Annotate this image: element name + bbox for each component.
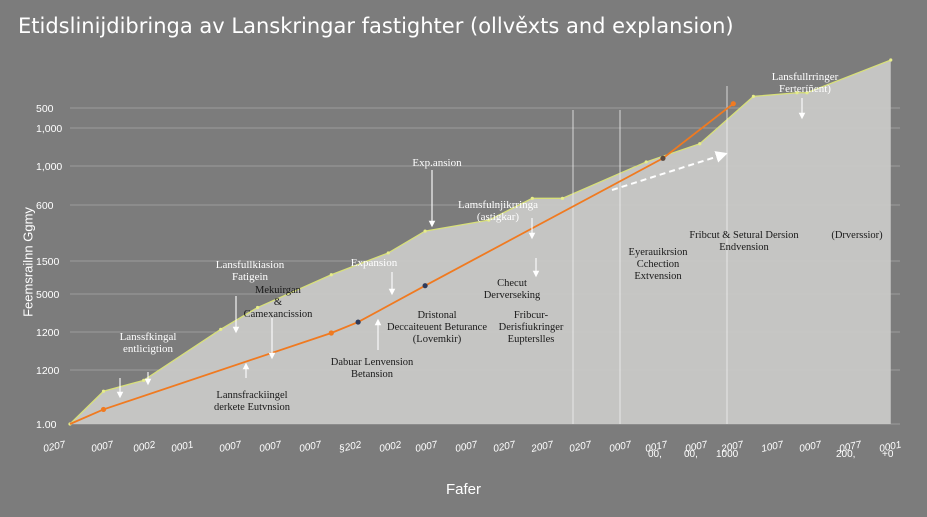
x-sub-label: 00, [684,449,698,460]
data-point [328,330,334,336]
annotation-label: Fatigein [232,271,269,283]
x-tick-label: 0207 [568,439,592,454]
x-tick-label: 0007 [258,439,282,454]
data-point [355,319,361,325]
x-tick-label: 0207 [42,439,66,454]
annotation-label: Checut [497,278,527,289]
x-tick-label: 0002 [132,439,156,454]
x-tick-label: 2007 [529,439,554,455]
annotation-label: Betansion [351,369,394,380]
annotation-label: (Lovemkir) [413,334,462,345]
x-tick-label: 0001 [878,440,902,455]
annotation-label: entlicigtion [123,343,174,355]
x-tick-label: 0007 [90,439,114,454]
annotation-label: Lamsfulnjikrringa [458,199,538,211]
annotation-label: Cchection [637,259,680,270]
area-vertex [423,229,427,233]
x-tick-label: 1007 [760,439,784,454]
annotation-label: Derisfiukringer [499,322,564,333]
area-vertex [101,389,106,393]
x-tick-label: 0007 [684,439,708,454]
area-vertex [889,58,893,62]
x-tick-label: 0007 [218,439,242,454]
x-sub-label: 00, [648,449,662,460]
annotation-label: (Drverssior) [831,230,883,241]
area-vertex [644,160,648,164]
annotation-label: Exp.ansion [412,157,462,169]
area-vertex [142,378,146,382]
x-tick-label: 0007 [798,439,822,454]
annotation-label: Mekuirgan [255,285,302,296]
annotation-label: Expansion [351,257,398,269]
data-point [730,101,736,107]
annotation-label: Lansfullkiasion [216,259,285,271]
annotation-label: Eupterslles [508,334,555,345]
x-tick-label: 2007 [719,439,744,455]
annotation-label: Lannsfrackiingel [216,390,287,401]
y-tick-label: 500 [36,103,54,115]
x-tick-label: §202 [337,439,362,455]
y-tick-label: 1200 [36,365,60,377]
x-tick-label: 0007 [608,439,632,454]
annotation-label: Fribcut & Setural Dersion [689,230,799,241]
annotation-label: Derverseking [484,290,541,301]
chart-title: Etidslinijdibringa av Lanskringar fastig… [18,14,734,38]
area-vertex [795,91,799,95]
annotation-label: Camexancission [244,309,314,320]
x-tick-label: 0077 [838,439,862,454]
annotation-label: Dristonal [417,310,456,321]
area-vertex [219,327,223,331]
annotation-label: Eyerauikrsion [629,247,689,258]
annotation-label: Deccaiteuent Beturance [387,322,487,333]
y-tick-label: 1500 [36,256,60,268]
annotation-label: Lanssfkingal [120,331,177,343]
x-tick-label: 0207 [492,439,516,454]
annotation-label: derkete Eutvnsion [214,402,291,413]
area-vertex [386,251,390,255]
x-sub-label: 200, [836,449,855,460]
annotation-label: Extvension [634,271,682,282]
y-tick-label: 1200 [36,327,60,339]
area-vertex [560,196,565,200]
annotation-label: Fribcur- [514,310,549,321]
area-vertex [751,94,756,98]
x-tick-label: 0001 [170,440,194,455]
annotation-label: Lansfullrringer [772,71,839,83]
area-vertex [530,196,534,200]
area-vertex [698,142,702,146]
x-tick-label: 0017 [644,439,668,454]
annotation-label: Endvension [719,242,769,253]
area-vertex [487,218,491,222]
x-sub-label: +0 [882,449,894,460]
area-fill [70,60,891,424]
x-tick-label: 0007 [454,439,478,454]
y-tick-label: 1,000 [36,123,62,135]
data-point [100,406,107,413]
area-vertex [329,273,333,277]
x-sub-label: 1000 [716,449,739,460]
x-tick-label: 0007 [414,439,438,454]
x-tick-label: 0002 [378,439,402,454]
data-point [422,283,428,289]
data-point [660,155,666,161]
annotation-label: & [274,297,282,308]
area-vertex [256,305,260,310]
x-tick-label: 0007 [298,439,322,454]
y-tick-label: 5000 [36,289,60,301]
y-tick-label: 600 [36,200,54,212]
y-tick-label: 1.00 [36,419,57,431]
area-vertex [805,91,809,95]
annotation-label: (astigkar) [477,211,519,223]
x-axis-label: Fafer [445,481,481,498]
y-tick-label: 1,000 [36,161,62,173]
annotation-label: Dabuar Lenvension [331,357,414,368]
annotation-label: Ferteríñent) [779,83,831,95]
